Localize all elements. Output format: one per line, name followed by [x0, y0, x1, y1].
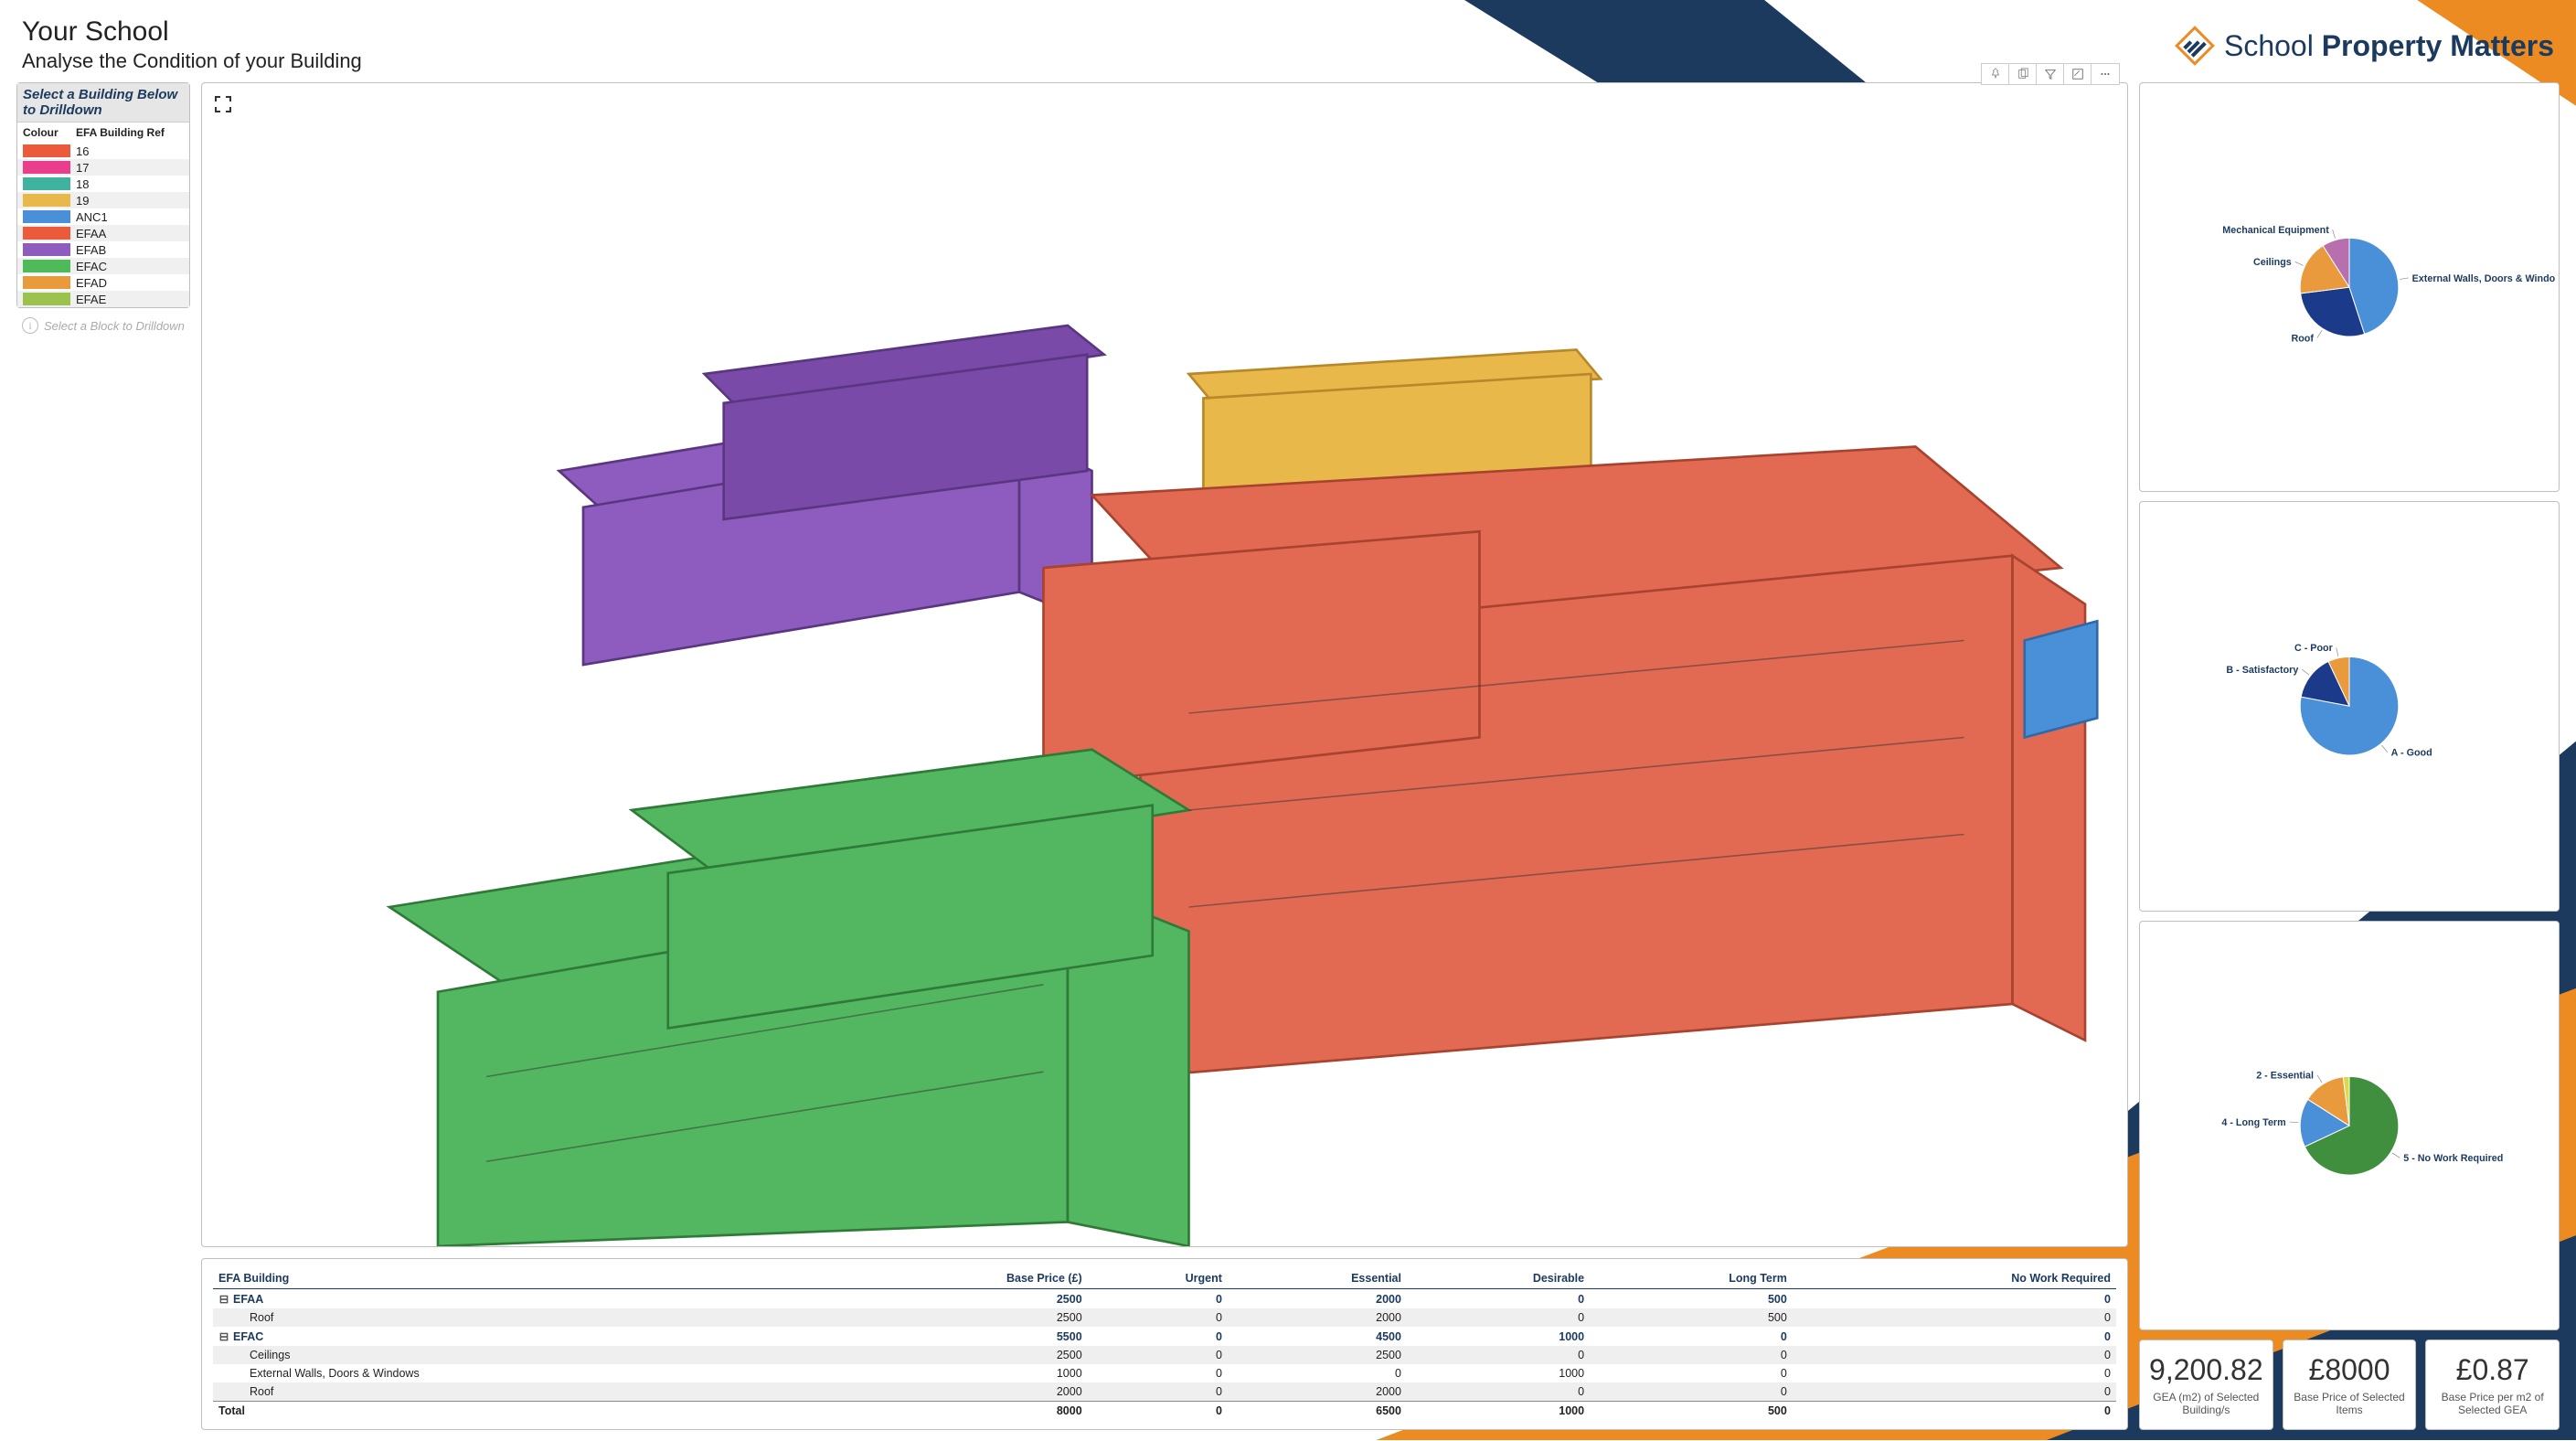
- table-row[interactable]: External Walls, Doors & Windows100000100…: [213, 1364, 2116, 1382]
- legend-row[interactable]: EFAD: [17, 274, 189, 291]
- table-header[interactable]: Desirable: [1407, 1268, 1590, 1289]
- legend-title: Select a Building Below to Drilldown: [17, 83, 189, 123]
- header: Your School Analyse the Condition of you…: [0, 0, 2576, 82]
- color-swatch: [23, 177, 70, 190]
- pin-icon[interactable]: [1982, 64, 2009, 84]
- legend-row[interactable]: EFAC: [17, 258, 189, 274]
- kpi-caption: Base Price per m2 of Selected GEA: [2435, 1391, 2549, 1416]
- legend-row[interactable]: 16: [17, 143, 189, 159]
- table-header[interactable]: No Work Required: [1793, 1268, 2116, 1289]
- pie-label: External Walls, Doors & Windows: [2412, 273, 2555, 284]
- brand-text: School Property Matters: [2224, 29, 2554, 63]
- drilldown-hint: i Select a Block to Drilldown: [16, 317, 190, 334]
- legend-label: EFAE: [76, 293, 106, 306]
- table-header[interactable]: Base Price (£): [834, 1268, 1088, 1289]
- fullscreen-icon[interactable]: [213, 94, 233, 114]
- table-row[interactable]: ⊟EFAC550004500100000: [213, 1327, 2116, 1346]
- color-swatch: [23, 293, 70, 305]
- legend-label: ANC1: [76, 210, 108, 224]
- building-legend-panel: Select a Building Below to Drilldown Col…: [16, 82, 190, 308]
- color-swatch: [23, 144, 70, 157]
- color-swatch: [23, 194, 70, 207]
- legend-label: 19: [76, 194, 89, 208]
- legend-header: Colour EFA Building Ref: [17, 123, 189, 143]
- table-header[interactable]: Urgent: [1088, 1268, 1228, 1289]
- pie-label: B - Satisfactory: [2226, 665, 2298, 676]
- pie-element-panel[interactable]: External Walls, Doors & Windows Roof Ceili…: [2139, 82, 2560, 492]
- legend-col-colour: Colour: [23, 126, 76, 139]
- pie-priority-panel[interactable]: 5 - No Work Required 4 - Long Term 2 - Ess…: [2139, 921, 2560, 1330]
- legend-row[interactable]: ANC1: [17, 208, 189, 225]
- pie-label: Ceilings: [2253, 257, 2292, 268]
- pie-label: Mechanical Equipment: [2222, 225, 2329, 236]
- legend-label: 17: [76, 161, 89, 175]
- cost-table-panel: EFA BuildingBase Price (£)UrgentEssentia…: [201, 1258, 2128, 1430]
- legend-row[interactable]: EFAE: [17, 291, 189, 307]
- cost-table[interactable]: EFA BuildingBase Price (£)UrgentEssentia…: [213, 1268, 2116, 1420]
- page-subtitle: Analyse the Condition of your Building: [22, 49, 362, 73]
- table-row[interactable]: Roof200002000000: [213, 1382, 2116, 1402]
- legend-label: EFAD: [76, 276, 107, 290]
- legend-label: 16: [76, 144, 89, 158]
- legend-label: 18: [76, 177, 89, 191]
- page-title: Your School: [22, 16, 362, 48]
- table-row[interactable]: Ceilings250002500000: [213, 1346, 2116, 1364]
- legend-row[interactable]: 19: [17, 192, 189, 208]
- legend-row[interactable]: EFAB: [17, 241, 189, 258]
- kpi-gea: 9,200.82 GEA (m2) of Selected Building/s: [2139, 1340, 2273, 1430]
- filter-icon[interactable]: [2037, 64, 2064, 84]
- pie-label: 5 - No Work Required: [2403, 1153, 2503, 1164]
- kpi-price-per-m2: £0.87 Base Price per m2 of Selected GEA: [2425, 1340, 2560, 1430]
- pie-label: A - Good: [2391, 748, 2432, 759]
- legend-label: EFAB: [76, 243, 106, 257]
- 3d-viewer-panel[interactable]: [201, 82, 2128, 1247]
- legend-label: EFAC: [76, 260, 107, 273]
- expand-icon[interactable]: ⊟: [218, 1292, 229, 1306]
- legend-row[interactable]: 17: [17, 159, 189, 176]
- color-swatch: [23, 210, 70, 223]
- hint-text: Select a Block to Drilldown: [44, 319, 185, 333]
- color-swatch: [23, 227, 70, 240]
- table-header[interactable]: EFA Building: [213, 1268, 834, 1289]
- kpi-caption: Base Price of Selected Items: [2293, 1391, 2407, 1416]
- kpi-row: 9,200.82 GEA (m2) of Selected Building/s…: [2139, 1340, 2560, 1430]
- table-row[interactable]: ⊟EFAA25000200005000: [213, 1289, 2116, 1309]
- pie-label: 4 - Long Term: [2221, 1117, 2285, 1128]
- legend-row[interactable]: EFAA: [17, 225, 189, 241]
- pie-label: Roof: [2291, 333, 2314, 344]
- info-icon: i: [22, 317, 38, 334]
- pie-label: C - Poor: [2294, 643, 2334, 654]
- copy-icon[interactable]: [2009, 64, 2037, 84]
- brand-logo: School Property Matters: [2175, 26, 2554, 66]
- visual-toolbar: [1981, 63, 2120, 85]
- table-header[interactable]: Long Term: [1590, 1268, 1793, 1289]
- color-swatch: [23, 161, 70, 174]
- color-swatch: [23, 260, 70, 272]
- table-row[interactable]: Total80000650010005000: [213, 1402, 2116, 1421]
- kpi-value: £8000: [2293, 1353, 2407, 1387]
- legend-col-ref: EFA Building Ref: [76, 126, 165, 139]
- pie-label: 2 - Essential: [2256, 1070, 2314, 1081]
- more-icon[interactable]: [2092, 64, 2119, 84]
- expand-icon[interactable]: ⊟: [218, 1329, 229, 1343]
- focus-icon[interactable]: [2064, 64, 2092, 84]
- color-swatch: [23, 276, 70, 289]
- legend-row[interactable]: 18: [17, 176, 189, 192]
- table-header[interactable]: Essential: [1228, 1268, 1407, 1289]
- kpi-caption: GEA (m2) of Selected Building/s: [2149, 1391, 2263, 1416]
- building-3d-scene[interactable]: [202, 83, 2127, 1246]
- legend-label: EFAA: [76, 227, 106, 240]
- table-row[interactable]: Roof25000200005000: [213, 1308, 2116, 1327]
- kpi-base-price: £8000 Base Price of Selected Items: [2283, 1340, 2417, 1430]
- color-swatch: [23, 243, 70, 256]
- logo-icon: [2175, 26, 2215, 66]
- pie-condition-panel[interactable]: A - Good B - Satisfactory C - Poor: [2139, 501, 2560, 911]
- kpi-value: 9,200.82: [2149, 1353, 2263, 1387]
- kpi-value: £0.87: [2435, 1353, 2549, 1387]
